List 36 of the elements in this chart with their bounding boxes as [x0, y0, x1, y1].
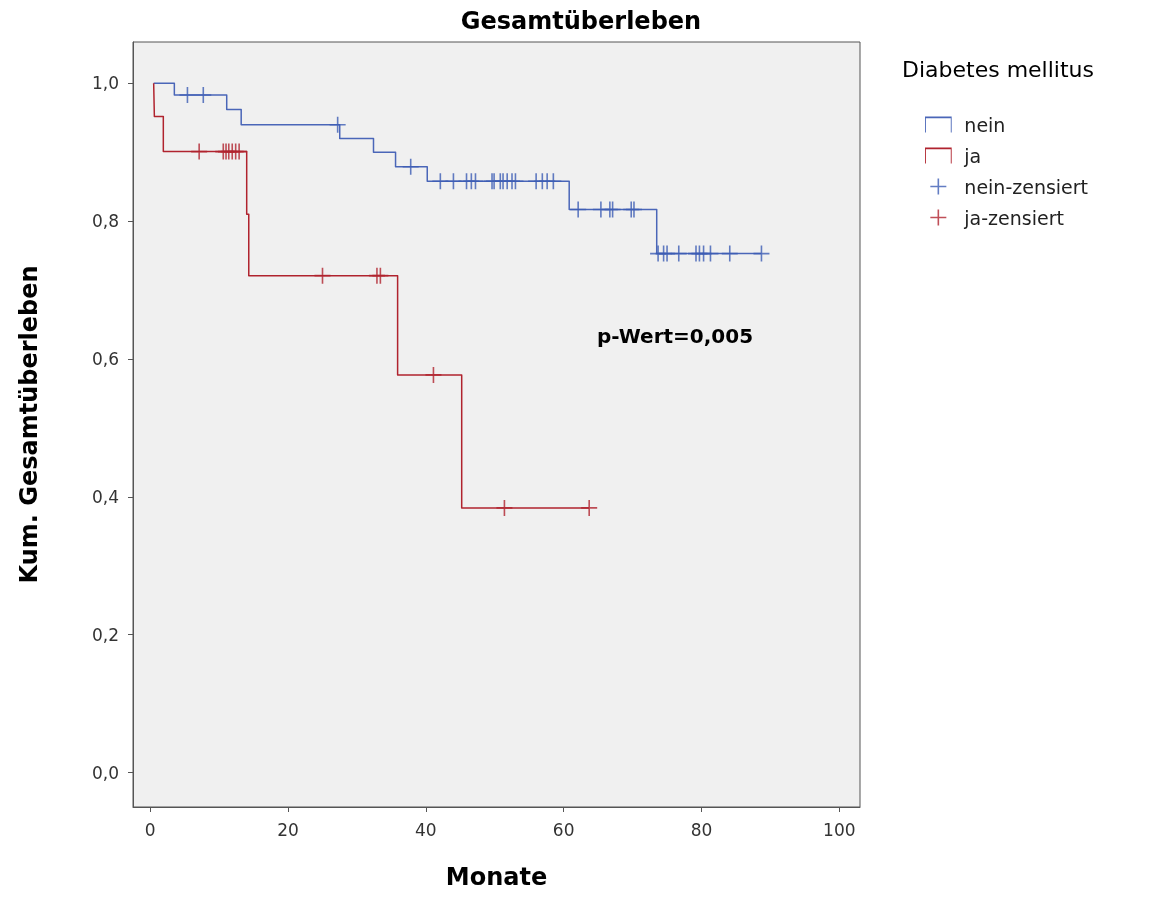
y-tick-label: 0,8 — [91, 211, 119, 232]
point — [721, 245, 738, 262]
legend-label: ja-zensiert — [963, 206, 1064, 229]
point — [670, 245, 687, 262]
y-tick-label: 0,2 — [91, 624, 119, 645]
point — [581, 499, 598, 516]
x-tick-label: 80 — [690, 819, 713, 840]
point — [191, 143, 208, 160]
y-tick-label: 0,0 — [91, 762, 119, 783]
y-tick-label: 0,6 — [91, 349, 119, 370]
x-tick-label: 20 — [277, 819, 299, 840]
x-tick-label: 40 — [415, 819, 437, 840]
annotation: p-Wert=0,005 — [597, 324, 754, 348]
x-tick-label: 0 — [144, 819, 156, 840]
y-axis-title: Kum. Gesamtüberleben — [15, 265, 43, 584]
point — [570, 201, 587, 218]
point — [329, 116, 346, 133]
point — [467, 173, 484, 190]
legend-label: nein-zensiert — [964, 175, 1089, 198]
legend-title: Diabetes mellitus — [902, 56, 1094, 82]
point — [545, 173, 562, 190]
point — [425, 366, 442, 383]
x-tick-label: 100 — [823, 819, 856, 840]
legend-label: ja — [963, 144, 982, 167]
point — [231, 143, 248, 160]
y-tick-label: 0,4 — [91, 486, 119, 507]
point — [195, 87, 212, 104]
point — [179, 87, 196, 104]
chart-title: Gesamtüberleben — [460, 7, 702, 35]
x-axis-title: Monate — [445, 863, 548, 891]
y-tick-label: 1,0 — [91, 73, 119, 94]
legend-label: nein — [964, 113, 1006, 136]
point — [496, 499, 513, 516]
x-tick-label: 60 — [552, 819, 575, 840]
point — [402, 158, 419, 175]
point — [507, 173, 524, 190]
